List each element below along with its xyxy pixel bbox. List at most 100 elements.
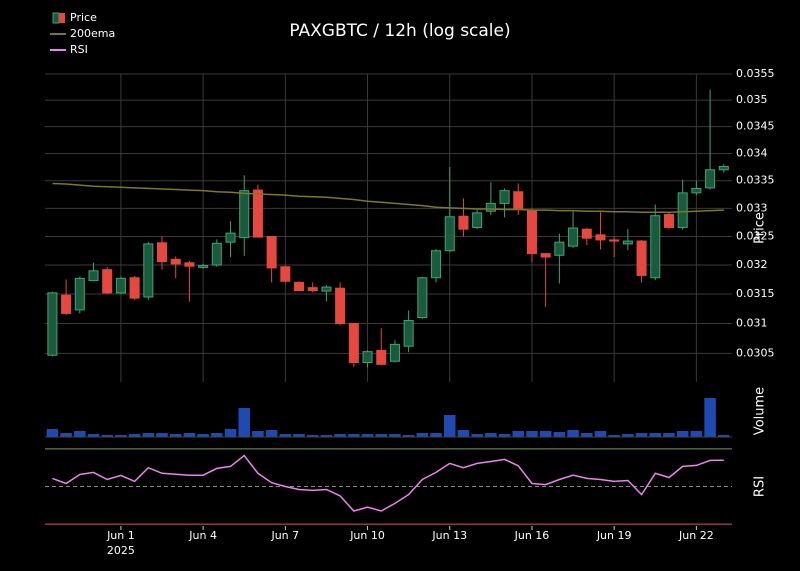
x-tick-label: Jun 22 bbox=[678, 529, 714, 542]
y-tick-label: 0.0335 bbox=[736, 174, 775, 187]
volume-bar bbox=[676, 431, 689, 437]
legend-label: Price bbox=[70, 11, 97, 24]
candle-body bbox=[211, 242, 222, 266]
volume-bar bbox=[46, 429, 59, 437]
legend-swatch bbox=[52, 12, 60, 24]
candle-body bbox=[266, 236, 277, 269]
candle-body bbox=[705, 169, 716, 189]
candle-body bbox=[718, 166, 729, 171]
y-tick-label: 0.033 bbox=[736, 201, 768, 214]
candle-body bbox=[526, 210, 537, 255]
volume-bar bbox=[320, 435, 333, 437]
volume-bar bbox=[265, 430, 278, 437]
y-tick-label: 0.0345 bbox=[736, 120, 775, 133]
volume-bar bbox=[128, 434, 141, 437]
volume-bar bbox=[471, 434, 483, 437]
volume-bar bbox=[238, 408, 250, 437]
x-tick-label: Jun 1 bbox=[106, 529, 135, 542]
candle-body bbox=[444, 216, 455, 252]
y-tick-label: 0.035 bbox=[736, 93, 768, 106]
volume-bar bbox=[718, 435, 730, 437]
candle-body bbox=[595, 234, 606, 241]
candle-body bbox=[499, 190, 510, 204]
candle-body bbox=[650, 215, 661, 279]
volume-bar bbox=[581, 433, 593, 437]
candle-body bbox=[280, 266, 291, 282]
x-tick-label: Jun 16 bbox=[514, 529, 550, 542]
candle-body bbox=[636, 240, 647, 276]
y-tick-label: 0.0325 bbox=[736, 230, 775, 243]
candle-body bbox=[431, 250, 442, 279]
volume-bar bbox=[512, 431, 525, 437]
volume-bar bbox=[567, 430, 579, 437]
y-axis-label: Volume bbox=[753, 387, 768, 435]
volume-bar bbox=[60, 433, 72, 437]
volume-bar bbox=[306, 435, 319, 437]
candle-body bbox=[513, 191, 524, 209]
x-tick-label: Jun 10 bbox=[349, 529, 385, 542]
volume-bar bbox=[211, 433, 223, 437]
legend-label: RSI bbox=[70, 43, 88, 56]
candle-body bbox=[540, 253, 551, 258]
candle-body bbox=[102, 269, 113, 294]
series-line bbox=[52, 454, 724, 512]
candle-body bbox=[321, 286, 332, 292]
volume-bar bbox=[279, 434, 292, 437]
volume-bar bbox=[169, 434, 182, 437]
volume-bar bbox=[389, 434, 401, 437]
volume-bar bbox=[293, 434, 305, 437]
candle-body bbox=[129, 277, 140, 299]
x-sublabel: 2025 bbox=[107, 544, 135, 557]
candle-body bbox=[362, 351, 373, 363]
volume-bar bbox=[635, 433, 648, 437]
x-tick-label: Jun 13 bbox=[431, 529, 467, 542]
candle-body bbox=[239, 190, 250, 239]
candle-body bbox=[225, 232, 236, 243]
x-tick-label: Jun 19 bbox=[596, 529, 632, 542]
volume-bar bbox=[430, 433, 442, 437]
candle-body bbox=[403, 320, 414, 347]
x-tick-label: Jun 7 bbox=[270, 529, 299, 542]
candle-body bbox=[389, 343, 400, 362]
volume-bar bbox=[690, 431, 703, 437]
candle-body bbox=[252, 189, 263, 238]
volume-bar bbox=[526, 431, 538, 437]
candle-body bbox=[47, 292, 58, 356]
y-axis-label: RSI bbox=[753, 476, 768, 497]
volume-bar bbox=[348, 434, 360, 437]
candle-body bbox=[581, 228, 592, 239]
y-tick-label: 0.0315 bbox=[736, 287, 775, 300]
volume-bar bbox=[142, 433, 155, 437]
y-tick-label: 0.031 bbox=[736, 316, 768, 329]
volume-bar bbox=[115, 435, 127, 437]
volume-bar bbox=[252, 431, 264, 437]
volume-bar bbox=[443, 415, 456, 437]
volume-bar bbox=[553, 432, 566, 437]
volume-bar bbox=[622, 434, 634, 437]
candle-body bbox=[74, 277, 85, 311]
candle-body bbox=[170, 258, 181, 265]
volume-bar bbox=[361, 434, 374, 437]
legend-swatch bbox=[59, 13, 65, 23]
volume-bar bbox=[74, 431, 86, 437]
candle-body bbox=[417, 277, 428, 319]
series-line bbox=[52, 182, 724, 214]
volume-bar bbox=[498, 434, 511, 437]
candle-body bbox=[348, 322, 359, 363]
volume-bar bbox=[402, 435, 415, 437]
volume-bar bbox=[156, 433, 168, 437]
candle-body bbox=[609, 239, 620, 242]
candle-body bbox=[335, 287, 346, 324]
candle-body bbox=[458, 215, 469, 230]
volume-bar bbox=[101, 435, 113, 437]
candle-body bbox=[307, 287, 318, 292]
volume-bar bbox=[334, 434, 346, 437]
candle-body bbox=[568, 227, 579, 247]
volume-bar bbox=[663, 433, 675, 437]
y-tick-label: 0.0305 bbox=[736, 346, 775, 359]
y-tick-label: 0.034 bbox=[736, 146, 768, 159]
candle-body bbox=[88, 270, 99, 282]
volume-bar bbox=[197, 434, 209, 437]
volume-bar bbox=[485, 433, 497, 437]
volume-bar bbox=[704, 398, 716, 437]
